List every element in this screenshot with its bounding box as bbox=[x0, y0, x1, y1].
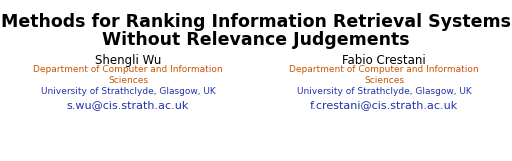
Text: Department of Computer and Information
Sciences: Department of Computer and Information S… bbox=[33, 65, 223, 85]
Text: s.wu@cis.strath.ac.uk: s.wu@cis.strath.ac.uk bbox=[67, 100, 189, 110]
Text: Department of Computer and Information
Sciences: Department of Computer and Information S… bbox=[289, 65, 479, 85]
Text: Fabio Crestani: Fabio Crestani bbox=[342, 54, 426, 67]
Text: Methods for Ranking Information Retrieval Systems: Methods for Ranking Information Retrieva… bbox=[1, 13, 511, 31]
Text: Without Relevance Judgements: Without Relevance Judgements bbox=[102, 31, 410, 49]
Text: Shengli Wu: Shengli Wu bbox=[95, 54, 161, 67]
Text: f.crestani@cis.strath.ac.uk: f.crestani@cis.strath.ac.uk bbox=[310, 100, 458, 110]
Text: University of Strathclyde, Glasgow, UK: University of Strathclyde, Glasgow, UK bbox=[296, 87, 472, 96]
Text: University of Strathclyde, Glasgow, UK: University of Strathclyde, Glasgow, UK bbox=[40, 87, 216, 96]
